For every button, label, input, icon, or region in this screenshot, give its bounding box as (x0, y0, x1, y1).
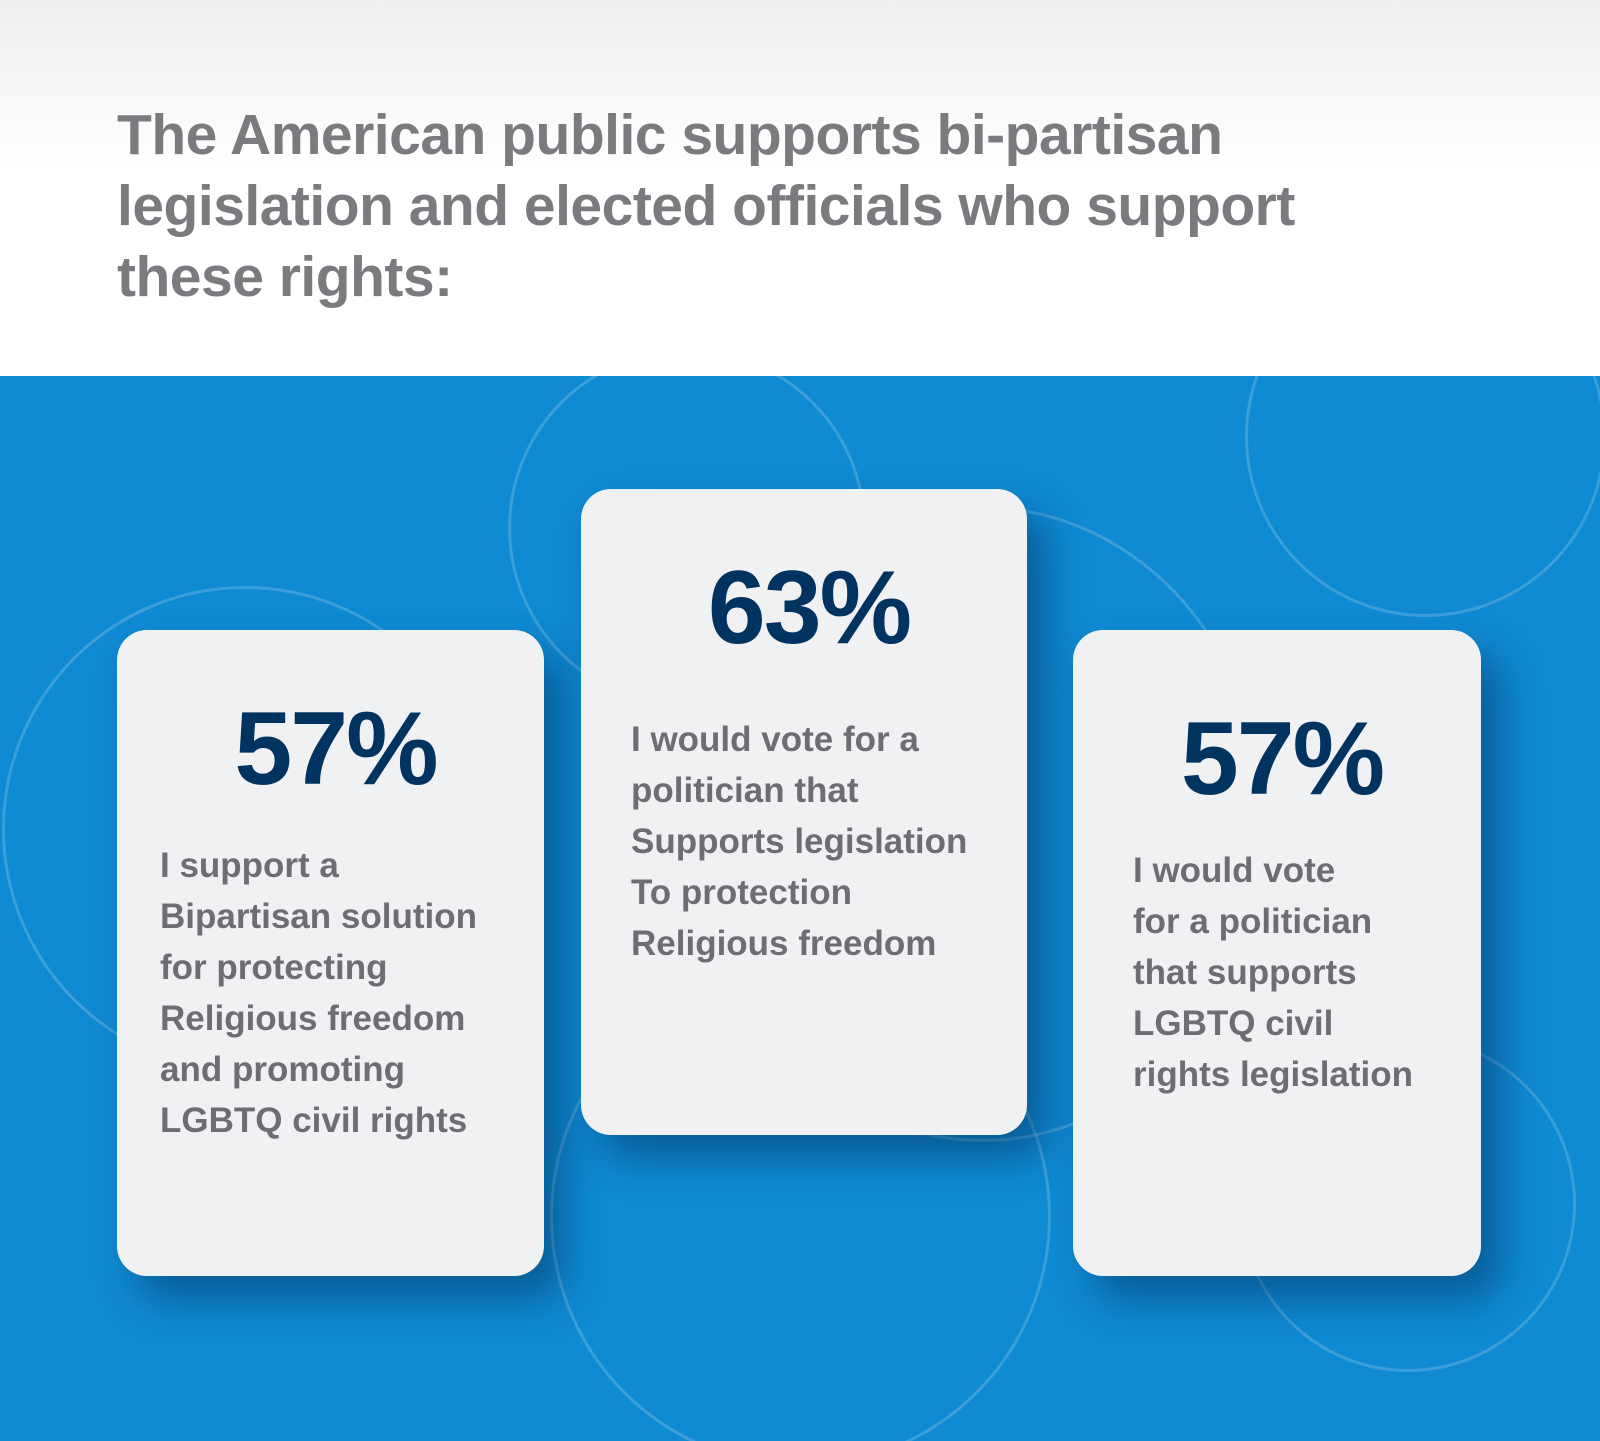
stat-card-religious-freedom: 63% I would vote for a politician that S… (581, 489, 1027, 1135)
stat-description: I support a Bipartisan solution for prot… (160, 846, 477, 1140)
stat-description: I would vote for a politician that suppo… (1133, 851, 1414, 1094)
stat-percent: 57% (234, 691, 438, 807)
stat-card-bipartisan: 57% I support a Bipartisan solution for … (117, 630, 544, 1276)
stat-percent: 63% (707, 550, 912, 666)
decorative-circle (1245, 376, 1600, 617)
header-section: The American public supports bi-partisan… (0, 0, 1600, 376)
stat-description: I would vote for a politician that Suppo… (631, 720, 968, 963)
page-title: The American public supports bi-partisan… (117, 103, 1295, 309)
stat-card-lgbtq-rights: 57% I would vote for a politician that s… (1073, 630, 1481, 1276)
stat-percent: 57% (1180, 701, 1385, 817)
